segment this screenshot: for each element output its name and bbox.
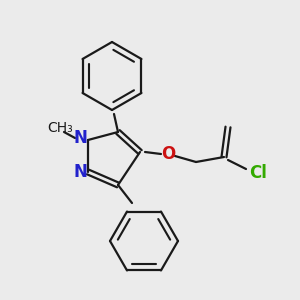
- Text: O: O: [161, 145, 175, 163]
- Text: CH₃: CH₃: [47, 121, 73, 135]
- Text: Cl: Cl: [249, 164, 267, 182]
- Text: N: N: [73, 163, 87, 181]
- Text: N: N: [73, 129, 87, 147]
